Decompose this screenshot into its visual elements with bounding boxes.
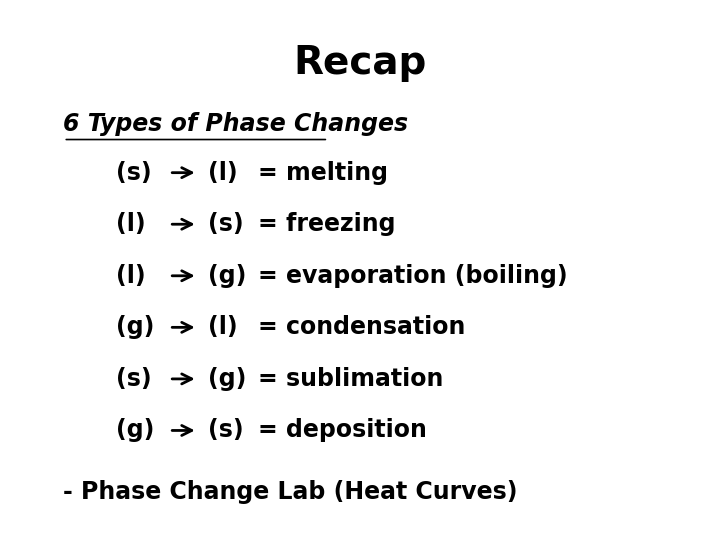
- Text: (s): (s): [208, 418, 244, 442]
- Text: (s): (s): [208, 212, 244, 236]
- Text: = condensation: = condensation: [258, 315, 465, 339]
- Text: (l): (l): [117, 212, 146, 236]
- Text: (g): (g): [117, 315, 155, 339]
- Text: Recap: Recap: [293, 44, 427, 82]
- Text: = sublimation: = sublimation: [258, 367, 443, 391]
- Text: = deposition: = deposition: [258, 418, 426, 442]
- Text: 6 Types of Phase Changes: 6 Types of Phase Changes: [63, 112, 408, 136]
- Text: = freezing: = freezing: [258, 212, 395, 236]
- Text: (l): (l): [117, 264, 146, 288]
- Text: (l): (l): [208, 315, 238, 339]
- Text: (s): (s): [117, 367, 152, 391]
- Text: (s): (s): [117, 161, 152, 185]
- Text: (g): (g): [208, 367, 246, 391]
- Text: (g): (g): [117, 418, 155, 442]
- Text: (g): (g): [208, 264, 246, 288]
- Text: (l): (l): [208, 161, 238, 185]
- Text: - Phase Change Lab (Heat Curves): - Phase Change Lab (Heat Curves): [63, 481, 518, 504]
- Text: = melting: = melting: [258, 161, 387, 185]
- Text: = evaporation (boiling): = evaporation (boiling): [258, 264, 567, 288]
